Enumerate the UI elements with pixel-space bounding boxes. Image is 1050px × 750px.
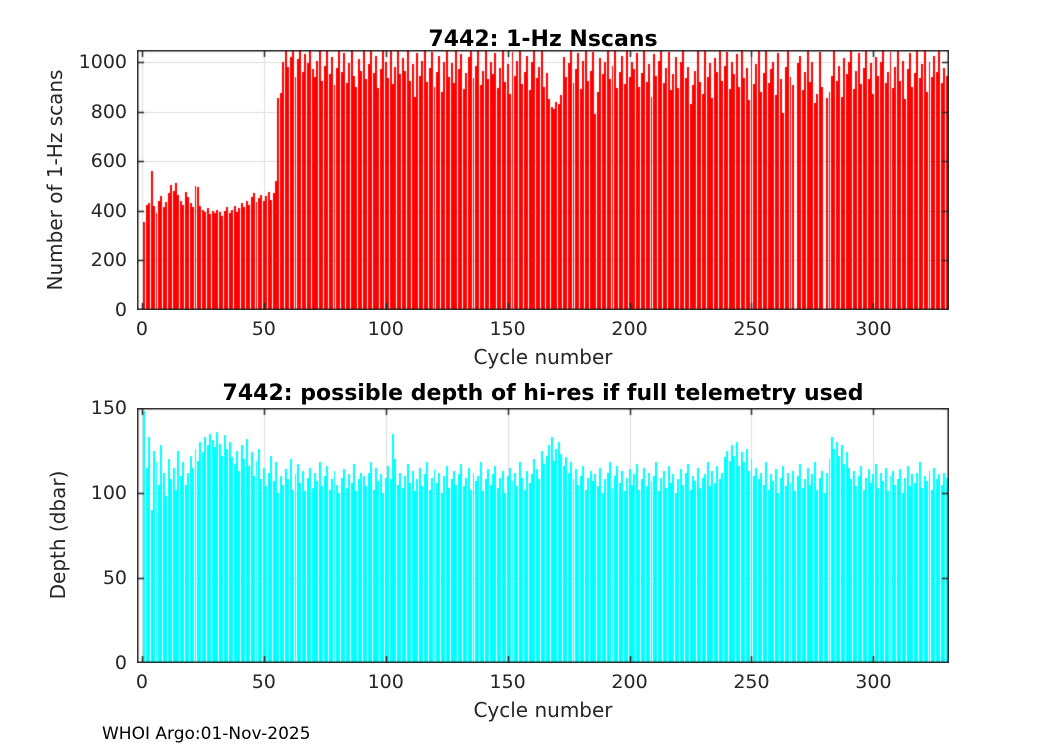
- depth-chart-title: 7442: possible depth of hi-res if full t…: [222, 381, 864, 406]
- depth-x-tick-label: 0: [135, 671, 148, 693]
- depth-y-tick-label: 100: [90, 482, 127, 504]
- depth-y-tick-label: 150: [90, 397, 127, 419]
- nscans-x-tick-label: 50: [251, 318, 276, 340]
- depth-y-tick-label: 0: [114, 652, 127, 674]
- nscans-x-axis-label: Cycle number: [473, 345, 613, 369]
- nscans-bar-plot: [137, 50, 949, 310]
- depth-bar-plot: [137, 408, 949, 663]
- nscans-y-tick-label: 1000: [78, 50, 127, 73]
- depth-x-tick-label: 300: [855, 671, 892, 693]
- nscans-y-tick-label: 600: [90, 150, 127, 173]
- nscans-y-tick-label: 0: [114, 299, 127, 321]
- nscans-y-tick-label: 400: [90, 199, 127, 222]
- nscans-x-tick-label: 150: [489, 318, 526, 340]
- depth-x-tick-label: 50: [251, 671, 276, 693]
- depth-x-tick-label: 200: [611, 671, 648, 693]
- depth-x-tick-label: 150: [489, 671, 526, 693]
- nscans-y-tick-label: 800: [90, 100, 127, 123]
- depth-y-tick-label: 50: [102, 567, 127, 589]
- depth-x-tick-label: 250: [733, 671, 770, 693]
- nscans-x-tick-label: 300: [855, 318, 892, 340]
- depth-x-axis-label: Cycle number: [473, 698, 613, 722]
- nscans-x-tick-label: 200: [611, 318, 648, 340]
- footer-annotation: WHOI Argo:01-Nov-2025: [102, 724, 311, 744]
- nscans-x-tick-label: 250: [733, 318, 770, 340]
- nscans-chart-title: 7442: 1-Hz Nscans: [428, 27, 658, 52]
- nscans-y-tick-label: 200: [90, 249, 127, 272]
- nscans-x-tick-label: 0: [135, 318, 148, 340]
- depth-x-tick-label: 100: [367, 671, 404, 693]
- nscans-x-tick-label: 100: [367, 318, 404, 340]
